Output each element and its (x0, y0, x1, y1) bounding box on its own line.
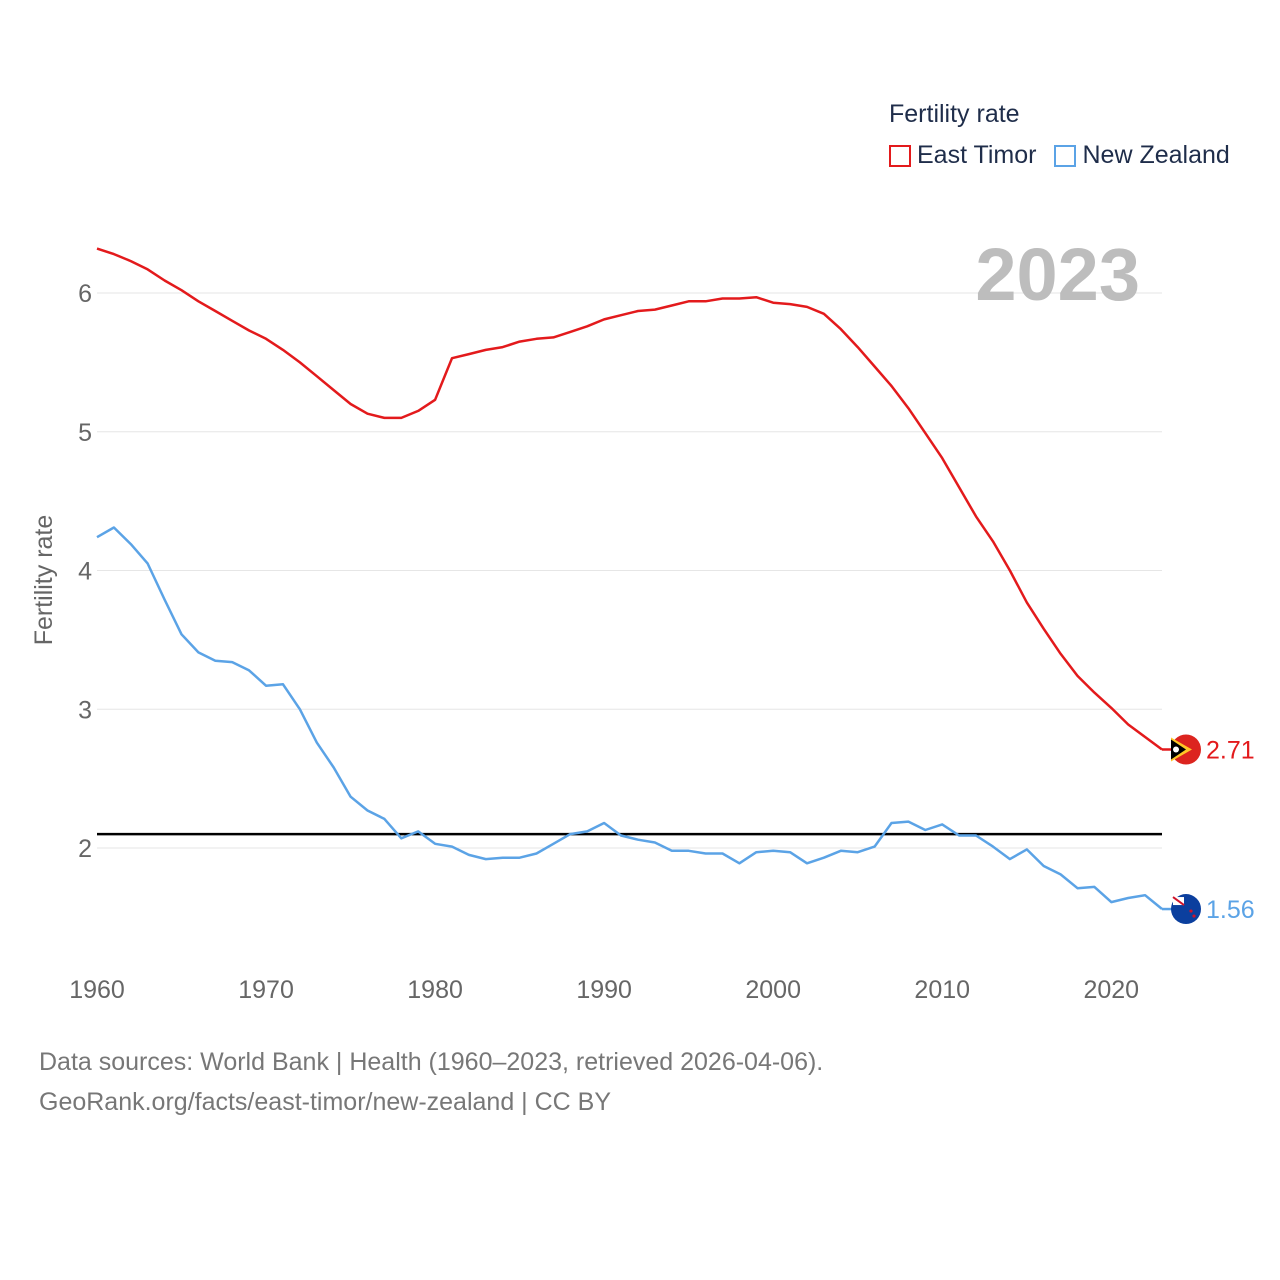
end-label-east-timor: 2.71 (1206, 736, 1255, 764)
series-line-east-timor (96, 247, 1163, 751)
year-label: 2023 (975, 233, 1140, 316)
flag-star (1192, 914, 1196, 918)
legend-swatch-new-zealand (1054, 144, 1077, 167)
y-tick-5: 5 (78, 419, 92, 447)
flag-star (1189, 909, 1193, 913)
y-axis-ticks: 2 3 4 5 6 (78, 280, 92, 863)
legend-label-east-timor: East Timor (917, 141, 1037, 169)
x-tick-1990: 1990 (576, 976, 632, 1004)
x-tick-1970: 1970 (238, 976, 294, 1004)
x-tick-2010: 2010 (914, 976, 970, 1004)
legend-swatch-east-timor (889, 144, 911, 167)
end-label-new-zealand: 1.56 (1206, 896, 1255, 924)
flag-cross (1172, 896, 1185, 906)
legend-label-new-zealand: New Zealand (1082, 141, 1230, 169)
east-timor-flag-icon (1171, 734, 1201, 765)
sources-line: Data sources: World Bank | Health (1960–… (39, 1048, 824, 1076)
flag-star (1173, 746, 1179, 753)
x-tick-1980: 1980 (407, 976, 463, 1004)
attribution-line: GeoRank.org/facts/east-timor/new-zealand… (39, 1088, 612, 1116)
legend-item-new-zealand[interactable]: New Zealand (1054, 141, 1230, 170)
y-tick-6: 6 (78, 280, 92, 308)
series-line-new-zealand (96, 526, 1163, 910)
y-tick-3: 3 (78, 696, 92, 724)
end-markers: 2.71 1.56 (1162, 734, 1255, 925)
x-tick-2000: 2000 (745, 976, 801, 1004)
grid-lines (97, 292, 1162, 849)
data-sources: Data sources: World Bank | Health (1960–… (39, 1042, 823, 1122)
x-tick-2020: 2020 (1083, 976, 1139, 1004)
x-axis-ticks: 1960 1970 1980 1990 2000 2010 2020 (69, 976, 1139, 1004)
legend-title: Fertility rate (889, 100, 1020, 128)
y-axis-label: Fertility rate (30, 515, 58, 646)
new-zealand-flag-icon (1171, 894, 1201, 925)
x-tick-1960: 1960 (69, 976, 125, 1004)
y-tick-4: 4 (78, 558, 92, 586)
legend-item-east-timor[interactable]: East Timor (889, 141, 1036, 170)
y-tick-2: 2 (78, 835, 92, 863)
series-lines (96, 247, 1163, 910)
legend: Fertility rate East Timor New Zealand (889, 100, 1230, 170)
